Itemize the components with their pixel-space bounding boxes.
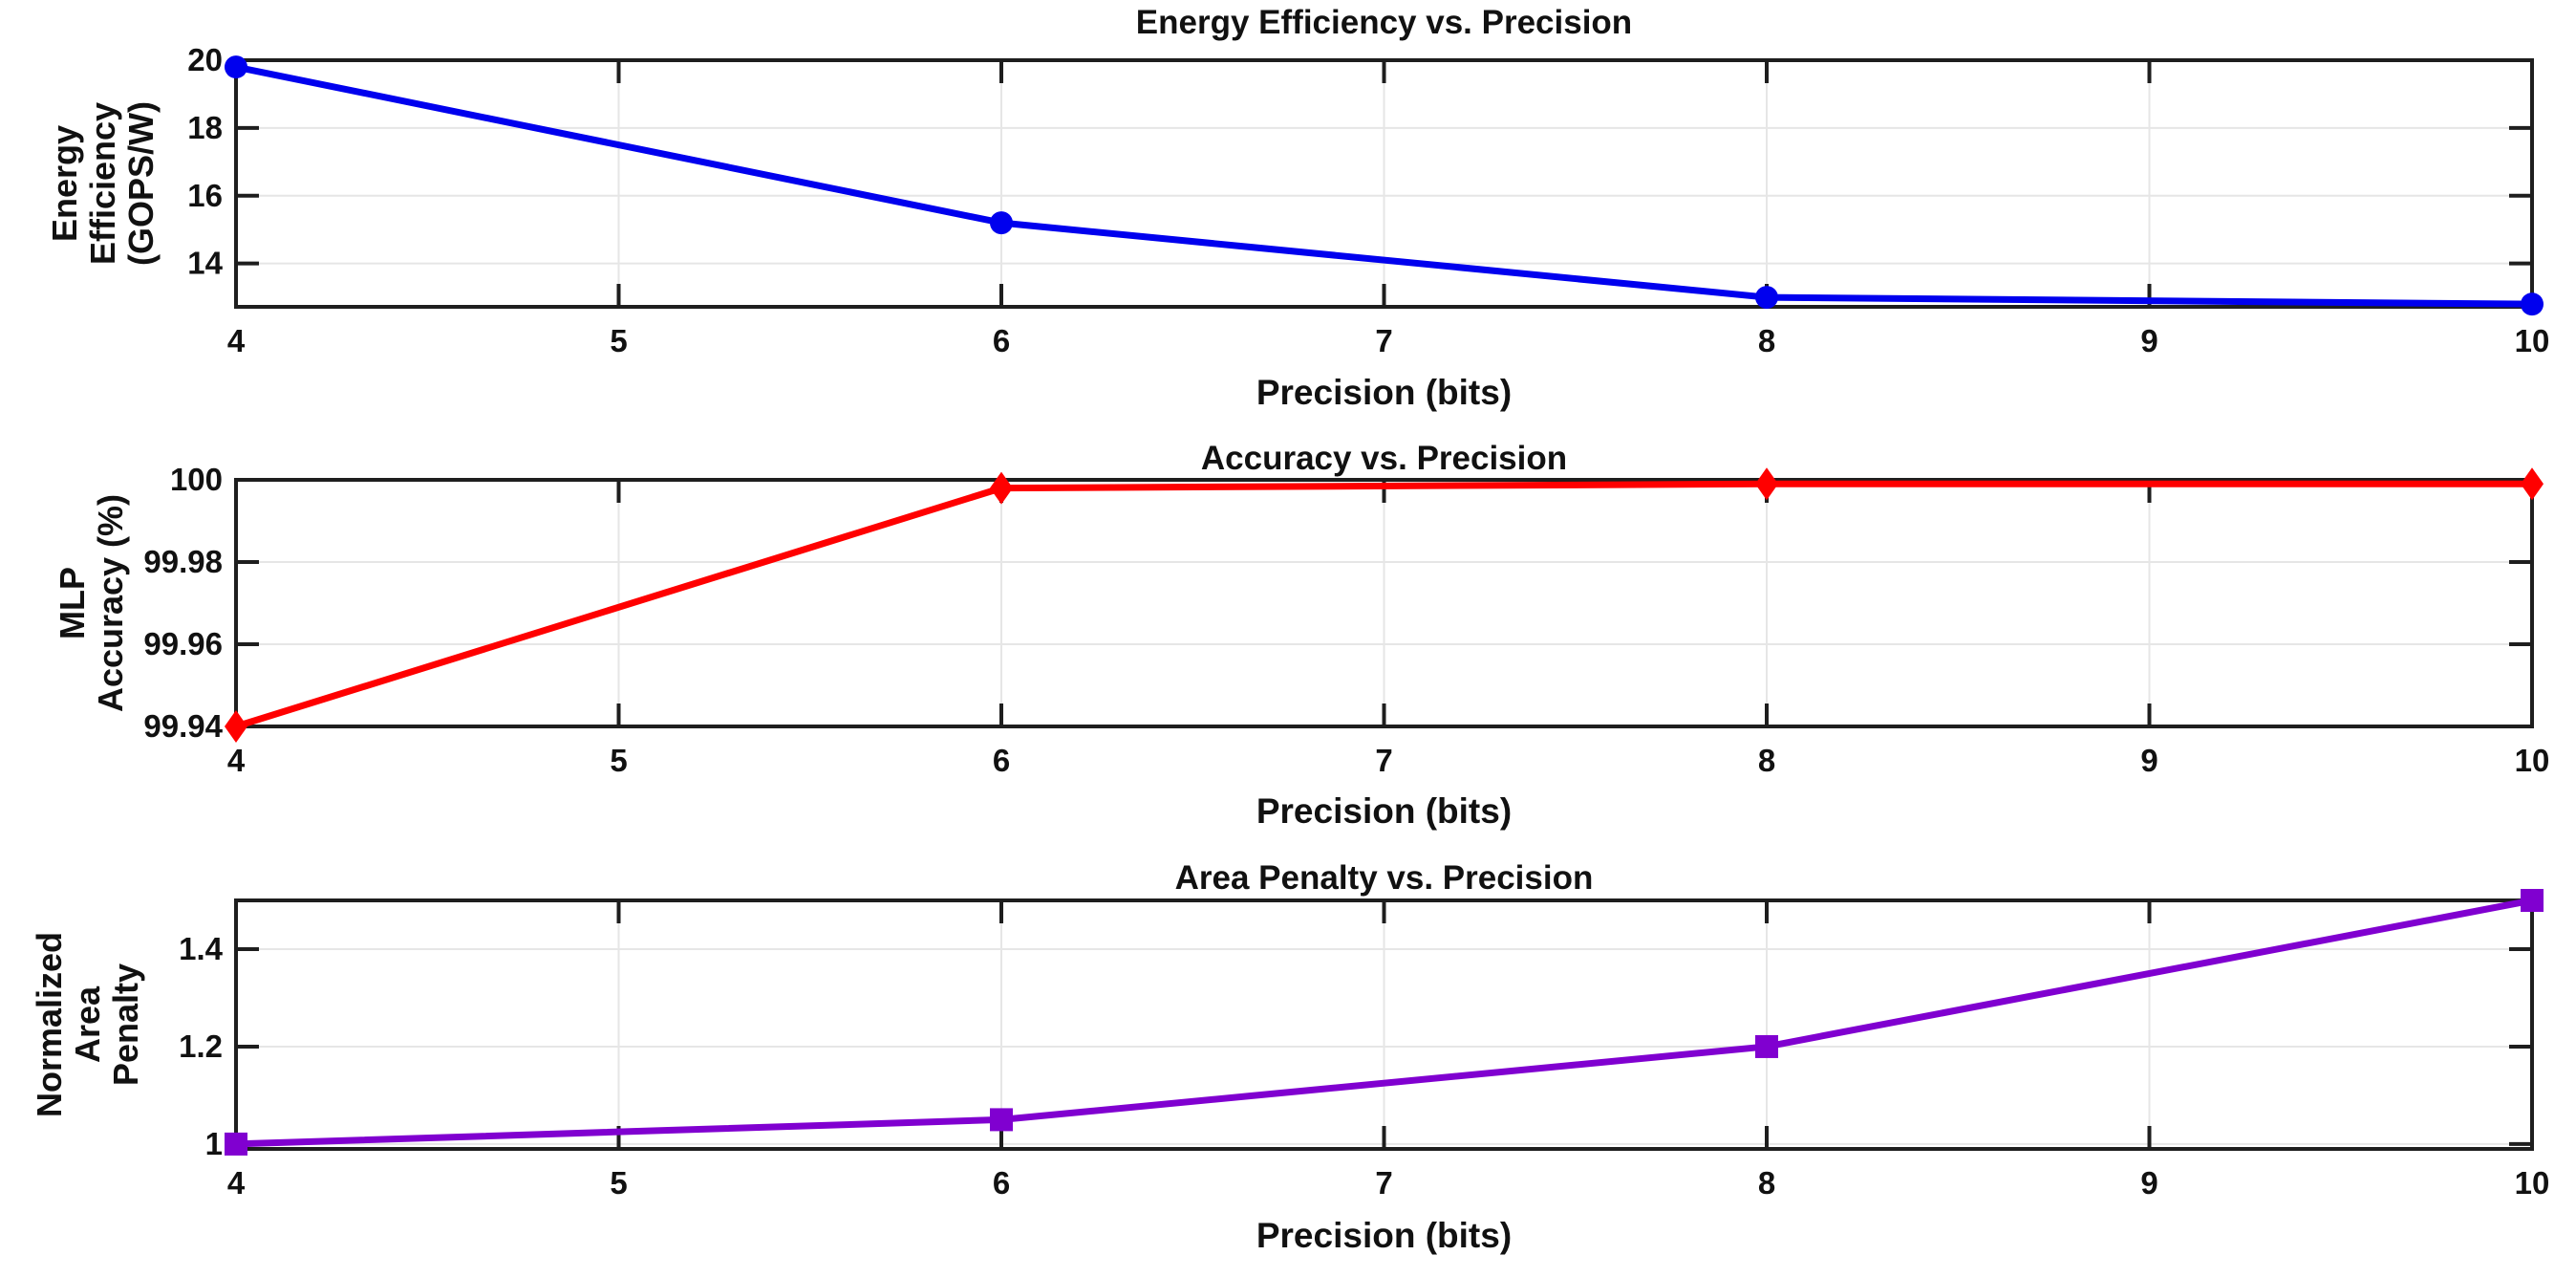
y-axis-label: NormalizedAreaPenalty (30, 932, 145, 1117)
y-axis-label: MLPAccuracy (%) (53, 494, 130, 712)
data-point-marker (2521, 467, 2544, 501)
chart-title: Accuracy vs. Precision (1201, 440, 1567, 477)
data-point-marker (1755, 1034, 1778, 1058)
y-tick-label: 16 (187, 178, 223, 213)
y-tick-label: 14 (187, 246, 223, 281)
y-tick-label: 18 (187, 110, 223, 145)
y-tick-label: 1.2 (179, 1028, 223, 1064)
y-tick-label: 99.94 (143, 708, 223, 744)
data-point-marker (225, 1132, 247, 1156)
x-tick-label: 7 (1375, 323, 1392, 358)
x-tick-label: 7 (1375, 743, 1392, 778)
data-point-marker (225, 710, 247, 743)
x-tick-label: 10 (2515, 1165, 2550, 1201)
data-point-marker (990, 1108, 1013, 1132)
y-tick-label: 1.4 (179, 931, 224, 966)
x-tick-label: 8 (1758, 1165, 1775, 1201)
x-tick-label: 9 (2140, 323, 2157, 358)
x-axis-label: Precision (bits) (1256, 1216, 1512, 1255)
data-point-marker (1755, 467, 1778, 501)
y-tick-label: 1 (205, 1126, 223, 1161)
x-tick-label: 5 (610, 1165, 627, 1201)
data-point-marker (990, 211, 1013, 235)
subplot-energy-efficiency: 4 5 6 7 8 9 10 14 16 18 20 Energy Efficiency vs. Pr… (45, 4, 2549, 412)
data-point-marker (225, 55, 247, 79)
y-tick-label: 20 (187, 42, 223, 77)
subplot-group: 4 5 6 7 8 9 10 99.94 99.96 99.98 100 Accuracy vs. P… (53, 440, 2549, 831)
series-line (232, 897, 2536, 1148)
y-tick-label: 100 (170, 462, 223, 497)
x-axis-label: Precision (bits) (1256, 373, 1512, 412)
x-tick-label: 10 (2515, 743, 2550, 778)
x-tick-label: 8 (1758, 323, 1775, 358)
x-tick-label: 4 (227, 743, 246, 778)
x-tick-label: 7 (1375, 1165, 1392, 1201)
chart-title: Area Penalty vs. Precision (1175, 859, 1594, 897)
y-tick-label: 99.96 (143, 626, 223, 661)
x-tick-label: 5 (610, 743, 627, 778)
data-point-marker (2521, 889, 2544, 912)
data-point-marker (990, 471, 1013, 505)
data-point-marker (1755, 286, 1778, 310)
chart-title: Energy Efficiency vs. Precision (1136, 4, 1632, 41)
subplot-accuracy: 4 5 6 7 8 9 10 99.94 99.96 99.98 100 Accuracy vs. P… (53, 440, 2549, 831)
x-tick-label: 9 (2140, 743, 2157, 778)
x-tick-label: 5 (610, 323, 627, 358)
series-line (232, 63, 2536, 308)
y-axis-label: EnergyEfficiency(GOPS/W) (45, 101, 161, 266)
x-tick-label: 10 (2515, 323, 2550, 358)
x-tick-label: 6 (993, 323, 1010, 358)
subplot-area-penalty: 4 5 6 7 8 9 10 1 1.2 1.4 Area Penalty vs. Precisio… (30, 859, 2549, 1255)
y-tick-label: 99.98 (143, 544, 223, 579)
x-tick-label: 8 (1758, 743, 1775, 778)
x-tick-label: 6 (993, 743, 1010, 778)
x-tick-label: 6 (993, 1165, 1010, 1201)
x-tick-label: 9 (2140, 1165, 2157, 1201)
subplot-group: 4 5 6 7 8 9 10 14 16 18 20 Energy Efficiency vs. Pr… (45, 4, 2549, 412)
series-line (232, 480, 2536, 730)
data-point-marker (2521, 292, 2544, 316)
subplot-group: 4 5 6 7 8 9 10 1 1.2 1.4 Area Penalty vs. Precisio… (30, 859, 2549, 1255)
x-axis-label: Precision (bits) (1256, 791, 1512, 831)
x-tick-label: 4 (227, 323, 246, 358)
x-tick-label: 4 (227, 1165, 246, 1201)
